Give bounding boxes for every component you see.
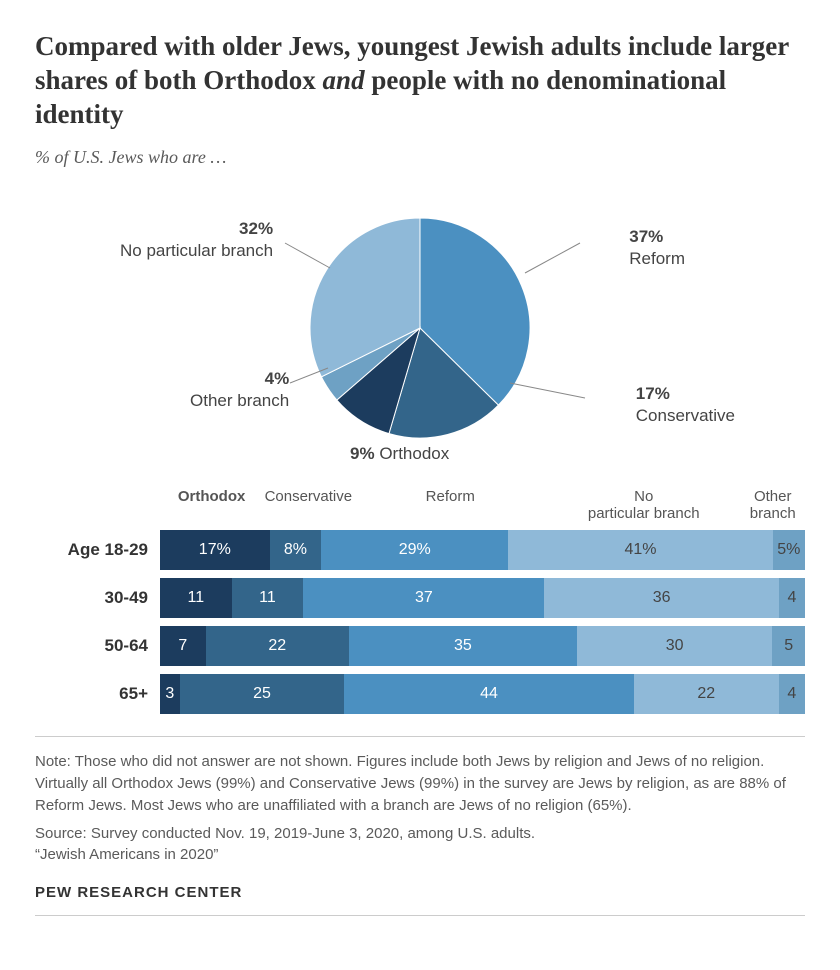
bar-header-row: OrthodoxConservativeReformNoparticular b… [35, 488, 805, 522]
source-line: Source: Survey conducted Nov. 19, 2019-J… [35, 823, 805, 845]
bar-segment: 41% [508, 530, 772, 570]
footnote: Note: Those who did not answer are not s… [35, 736, 805, 816]
pie-label-other: 4% Other branch [190, 368, 289, 412]
bar-stack: 72235305 [160, 626, 805, 666]
bar-header-reform: Reform [353, 488, 547, 522]
bar-segment: 22 [206, 626, 349, 666]
txt-reform: Reform [629, 249, 685, 268]
bar-segment: 30 [577, 626, 772, 666]
stacked-bar-chart: OrthodoxConservativeReformNoparticular b… [35, 488, 805, 714]
pct-nobranch: 32% [239, 219, 273, 238]
bar-segment: 4 [779, 578, 805, 618]
bar-segment: 35 [349, 626, 577, 666]
pct-conservative: 17% [636, 384, 670, 403]
pie-leader-line [285, 243, 330, 268]
bar-stack: 111137364 [160, 578, 805, 618]
bar-segment: 17% [160, 530, 270, 570]
bar-segment: 7 [160, 626, 206, 666]
pie-label-reform: 37% Reform [629, 226, 685, 270]
bar-segment: 22 [634, 674, 779, 714]
bar-stack: 17%8%29%41%5% [160, 530, 805, 570]
bar-segment: 8% [270, 530, 322, 570]
bar-segment: 11 [232, 578, 304, 618]
bar-header-orthodox: Orthodox [160, 488, 263, 522]
chart-title: Compared with older Jews, youngest Jewis… [35, 30, 805, 131]
bar-segment: 36 [544, 578, 779, 618]
report-title: “Jewish Americans in 2020” [35, 844, 805, 866]
txt-orthodox: Orthodox [379, 444, 449, 463]
pct-orthodox: 9% [350, 444, 375, 463]
brand-attribution: PEW RESEARCH CENTER [35, 884, 805, 916]
pct-reform: 37% [629, 227, 663, 246]
age-label: 65+ [35, 684, 160, 704]
bar-row: 65+32544224 [35, 674, 805, 714]
bar-header-no_branch: Noparticular branch [547, 488, 741, 522]
bar-row: 30-49111137364 [35, 578, 805, 618]
bar-row: 50-6472235305 [35, 626, 805, 666]
bar-segment: 37 [303, 578, 544, 618]
bar-header-other: Otherbranch [740, 488, 805, 522]
title-part-italic: and [323, 65, 365, 95]
bar-segment: 4 [779, 674, 805, 714]
age-label: 50-64 [35, 636, 160, 656]
bar-segment: 5% [773, 530, 805, 570]
txt-conservative: Conservative [636, 406, 735, 425]
bar-header-conservative: Conservative [263, 488, 353, 522]
age-label: 30-49 [35, 588, 160, 608]
pie-label-no-branch: 32% No particular branch [120, 218, 273, 262]
bar-segment: 5 [772, 626, 805, 666]
bar-header-spacer [35, 488, 160, 522]
bar-segment: 3 [160, 674, 180, 714]
bar-row: Age 18-2917%8%29%41%5% [35, 530, 805, 570]
txt-other: Other branch [190, 391, 289, 410]
age-label: Age 18-29 [35, 540, 160, 560]
pct-other: 4% [265, 369, 290, 388]
pie-leader-line [510, 383, 585, 398]
bar-stack: 32544224 [160, 674, 805, 714]
bar-segment: 29% [321, 530, 508, 570]
pie-chart: 37% Reform 17% Conservative 9% Orthodox … [35, 188, 805, 468]
pie-leader-line [525, 243, 580, 273]
chart-subtitle: % of U.S. Jews who are … [35, 147, 805, 168]
txt-nobranch: No particular branch [120, 241, 273, 260]
pie-label-conservative: 17% Conservative [636, 383, 735, 427]
bar-segment: 44 [344, 674, 634, 714]
bar-segment: 11 [160, 578, 232, 618]
bar-segment: 25 [180, 674, 345, 714]
pie-label-orthodox: 9% Orthodox [350, 443, 449, 465]
